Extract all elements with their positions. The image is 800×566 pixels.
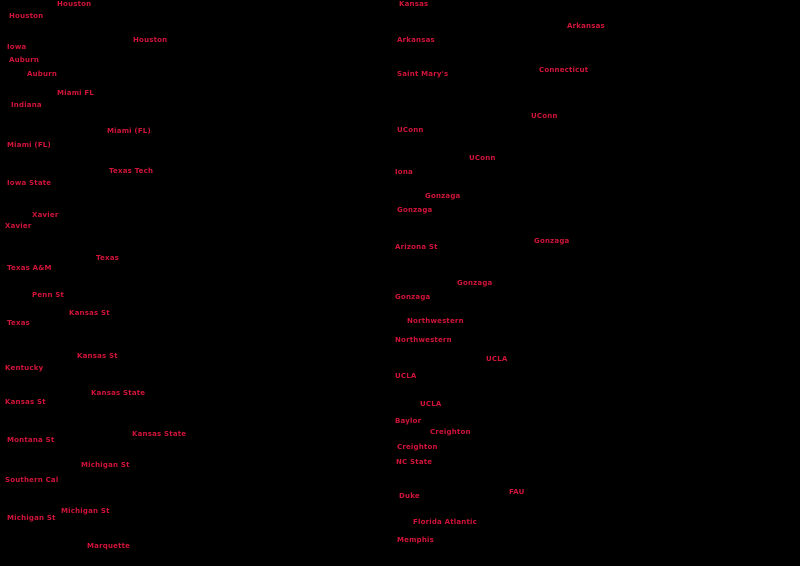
bracket-entry: Xavier [5, 222, 32, 230]
bracket-entry: Texas [96, 254, 119, 262]
bracket-entry: Kansas State [91, 389, 146, 397]
bracket-entry: FAU [509, 488, 525, 496]
bracket-entry: Michigan St [81, 461, 130, 469]
bracket-entry: Miami (FL) [7, 141, 51, 149]
bracket-entry: Arkansas [397, 36, 435, 44]
bracket-entry: Houston [9, 12, 44, 20]
bracket-entry: Marquette [87, 542, 131, 550]
bracket-entry: Southern Cal [5, 476, 59, 484]
bracket-entry: Iowa [7, 43, 27, 51]
bracket-entry: Xavier [32, 211, 59, 219]
bracket-entry: Miami FL [57, 89, 95, 97]
bracket-entry: Gonzaga [397, 206, 433, 214]
bracket-entry: Northwestern [395, 336, 452, 344]
bracket-entry: Kansas St [69, 309, 110, 317]
bracket-entry: Kansas State [132, 430, 187, 438]
bracket-entry: Gonzaga [457, 279, 493, 287]
bracket-entry: Duke [399, 492, 420, 500]
bracket-entry: UConn [469, 154, 496, 162]
bracket-entry: Kentucky [5, 364, 44, 372]
bracket-entry: Creighton [397, 443, 438, 451]
bracket-entry: Michigan St [61, 507, 110, 515]
bracket-entry: Gonzaga [425, 192, 461, 200]
bracket-entry: Indiana [11, 101, 42, 109]
bracket-entry: Saint Mary's [397, 70, 449, 78]
bracket-entry: Texas [7, 319, 30, 327]
bracket-entry: Memphis [397, 536, 434, 544]
bracket-entry: Florida Atlantic [413, 518, 477, 526]
bracket-entry: Miami (FL) [107, 127, 151, 135]
bracket-entry: Michigan St [7, 514, 56, 522]
bracket-entry: UCLA [486, 355, 508, 363]
bracket-entry: Texas Tech [109, 167, 154, 175]
bracket-entry: Houston [57, 0, 92, 8]
bracket-entry: Arkansas [567, 22, 605, 30]
bracket-entry: Iona [395, 168, 413, 176]
bracket-entry: UConn [397, 126, 424, 134]
bracket-entry: UConn [531, 112, 558, 120]
bracket-entry: Kansas [399, 0, 429, 8]
bracket-entry: Connecticut [539, 66, 589, 74]
bracket-entry: UCLA [420, 400, 442, 408]
bracket-entry: Kansas St [5, 398, 46, 406]
bracket-entry: Iowa State [7, 179, 52, 187]
bracket-entry: Gonzaga [395, 293, 431, 301]
bracket-entry: Kansas St [77, 352, 118, 360]
bracket-entry: Texas A&M [7, 264, 52, 272]
bracket-entry: Auburn [27, 70, 58, 78]
bracket-entry: Auburn [9, 56, 40, 64]
bracket-entry: NC State [396, 458, 433, 466]
bracket-entry: Montana St [7, 436, 55, 444]
bracket-entry: Arizona St [395, 243, 438, 251]
bracket-entry: Gonzaga [534, 237, 570, 245]
bracket-entry: Penn St [32, 291, 65, 299]
bracket-entry: Houston [133, 36, 168, 44]
bracket-entry: Northwestern [407, 317, 464, 325]
bracket-entry: Creighton [430, 428, 471, 436]
bracket-entry: UCLA [395, 372, 417, 380]
bracket-entry: Baylor [395, 417, 422, 425]
